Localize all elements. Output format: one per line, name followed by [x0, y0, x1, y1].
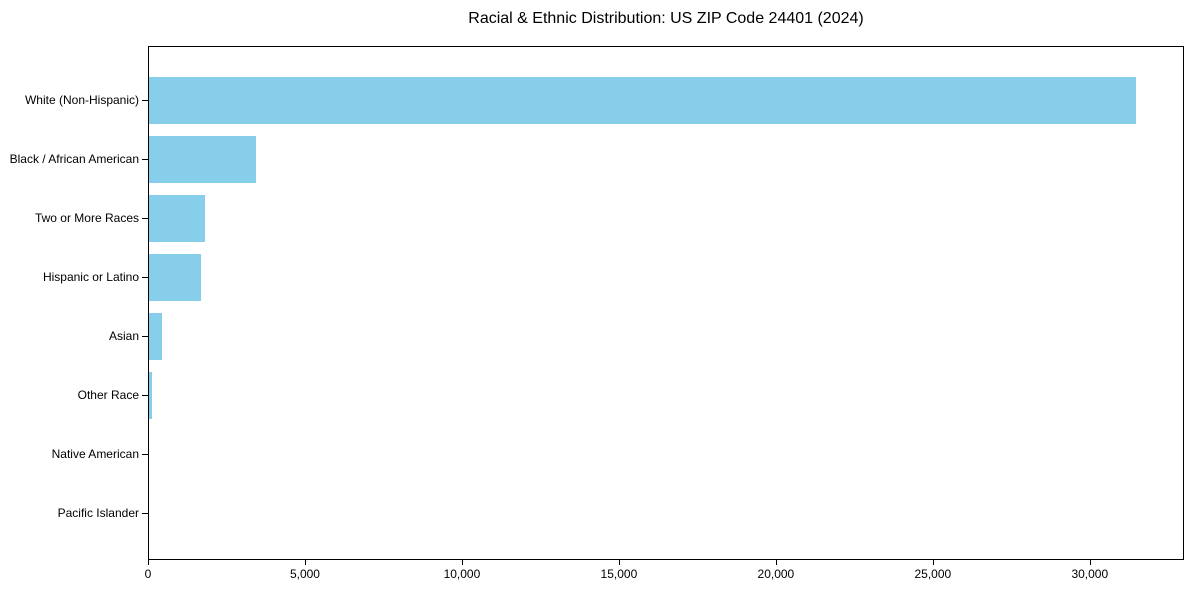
- x-tick-mark: [304, 560, 307, 565]
- x-tick-mark: [618, 560, 621, 565]
- x-tick-label: 0: [144, 567, 152, 581]
- y-tick-mark: [142, 99, 148, 101]
- y-tick-mark: [142, 217, 148, 219]
- y-tick-mark: [142, 335, 148, 337]
- y-tick-label: Other Race: [77, 387, 139, 402]
- y-tick-mark: [142, 394, 148, 396]
- bar-white-non-hispanic: [149, 77, 1136, 124]
- y-tick-mark: [142, 158, 148, 160]
- x-tick-label: 30,000: [1071, 567, 1109, 581]
- y-tick-mark: [142, 276, 148, 278]
- y-tick-label: Asian: [108, 328, 139, 343]
- y-tick-label: Pacific Islander: [57, 505, 139, 520]
- bar-hispanic-or-latino: [149, 254, 201, 301]
- y-tick-label: White (Non-Hispanic): [24, 92, 139, 107]
- y-tick-mark: [142, 512, 148, 514]
- x-tick-mark: [148, 560, 150, 565]
- chart-title: Racial & Ethnic Distribution: US ZIP Cod…: [468, 10, 864, 27]
- x-tick-label: 10,000: [443, 567, 481, 581]
- x-tick-mark: [461, 560, 464, 565]
- bar-two-or-more-races: [149, 195, 206, 242]
- x-tick-mark: [932, 560, 935, 565]
- bar-black-african-american: [149, 136, 256, 183]
- x-tick-label: 5,000: [289, 567, 320, 581]
- x-tick-mark: [775, 560, 778, 565]
- bar-other-race: [149, 372, 153, 419]
- x-tick-label: 25,000: [914, 567, 952, 581]
- plot-area: [148, 46, 1184, 560]
- bar-asian: [149, 313, 162, 360]
- x-tick-label: 15,000: [600, 567, 638, 581]
- y-tick-label: Hispanic or Latino: [42, 269, 139, 284]
- x-tick-mark: [1089, 560, 1092, 565]
- y-tick-label: Black / African American: [9, 151, 139, 166]
- y-tick-mark: [142, 453, 148, 455]
- y-tick-label: Two or More Races: [34, 210, 139, 225]
- y-tick-label: Native American: [51, 446, 139, 461]
- x-tick-label: 20,000: [757, 567, 795, 581]
